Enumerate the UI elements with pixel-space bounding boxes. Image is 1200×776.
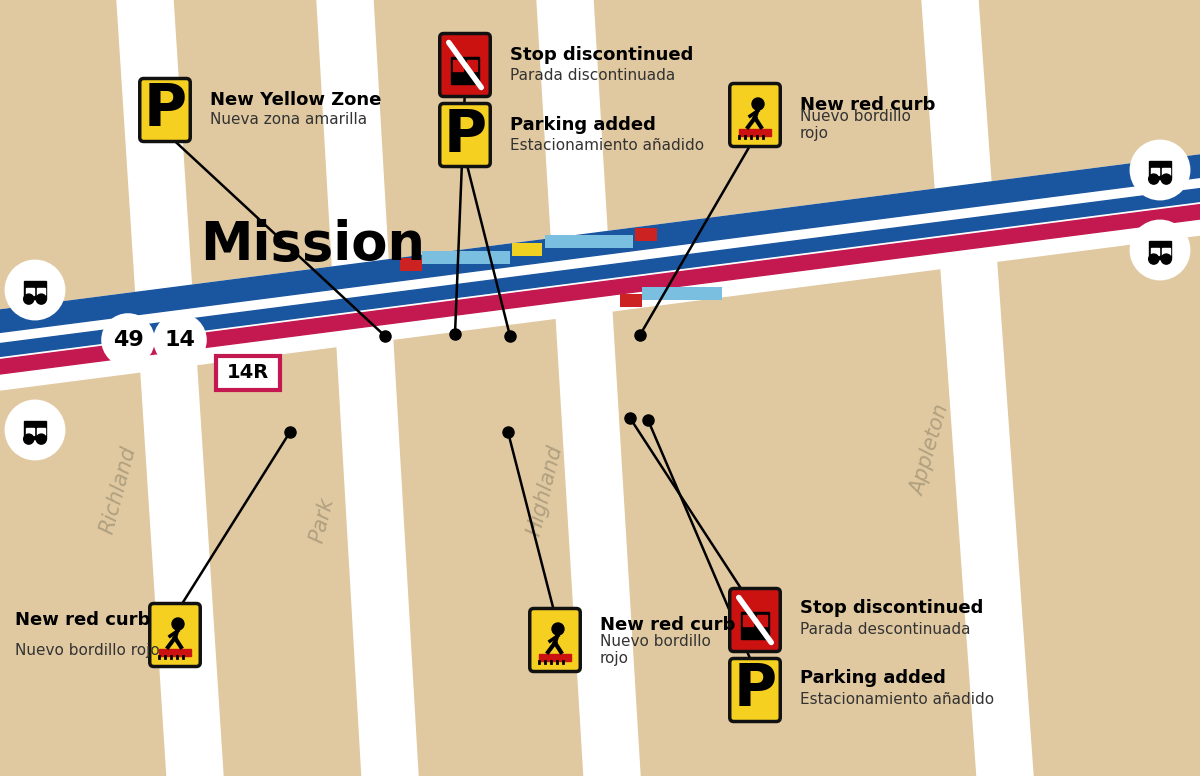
- Bar: [26, 428, 34, 435]
- Polygon shape: [0, 155, 1200, 332]
- Text: Appleton: Appleton: [907, 402, 953, 497]
- Circle shape: [36, 294, 47, 304]
- Bar: [742, 611, 769, 639]
- FancyBboxPatch shape: [529, 608, 581, 671]
- Text: Richland: Richland: [97, 444, 139, 536]
- Bar: [37, 288, 44, 296]
- Polygon shape: [0, 205, 1200, 374]
- Bar: [539, 653, 571, 660]
- Text: New red curb: New red curb: [14, 611, 150, 629]
- Polygon shape: [0, 189, 1200, 356]
- Circle shape: [172, 618, 184, 630]
- Polygon shape: [593, 0, 977, 776]
- Bar: [1148, 241, 1171, 259]
- FancyBboxPatch shape: [216, 356, 280, 390]
- Text: Nueva zona amarilla: Nueva zona amarilla: [210, 113, 367, 127]
- Bar: [454, 60, 463, 71]
- Text: Estacionamiento añadido: Estacionamiento añadido: [800, 692, 994, 708]
- Bar: [743, 615, 752, 625]
- Bar: [37, 428, 44, 435]
- Circle shape: [1162, 254, 1171, 264]
- Text: New red curb: New red curb: [600, 616, 736, 634]
- Bar: [158, 649, 191, 656]
- Bar: [400, 258, 422, 272]
- Bar: [1162, 168, 1170, 175]
- FancyBboxPatch shape: [730, 588, 780, 652]
- FancyBboxPatch shape: [730, 659, 780, 722]
- Polygon shape: [118, 0, 223, 776]
- Bar: [1148, 161, 1171, 179]
- Text: Parking added: Parking added: [800, 669, 946, 687]
- FancyBboxPatch shape: [439, 33, 491, 96]
- Bar: [757, 615, 767, 625]
- Polygon shape: [978, 0, 1200, 776]
- Polygon shape: [0, 0, 167, 776]
- Bar: [24, 421, 47, 439]
- Polygon shape: [538, 0, 640, 776]
- FancyBboxPatch shape: [139, 78, 191, 141]
- Bar: [512, 244, 542, 256]
- Text: Highland: Highland: [524, 442, 566, 538]
- Polygon shape: [317, 0, 418, 776]
- Circle shape: [156, 316, 204, 364]
- Text: 14R: 14R: [227, 363, 269, 383]
- Circle shape: [104, 316, 152, 364]
- Bar: [1151, 248, 1159, 255]
- Circle shape: [7, 402, 64, 458]
- Bar: [451, 57, 479, 85]
- Circle shape: [752, 98, 764, 110]
- Text: Stop discontinued: Stop discontinued: [800, 599, 983, 617]
- Polygon shape: [0, 155, 1200, 390]
- Bar: [635, 228, 658, 241]
- Text: P: P: [144, 81, 186, 138]
- Text: Park: Park: [307, 495, 337, 545]
- Text: 49: 49: [113, 330, 143, 350]
- Bar: [24, 281, 47, 299]
- Text: P: P: [444, 106, 486, 164]
- Bar: [26, 288, 34, 296]
- Bar: [739, 129, 772, 136]
- Bar: [422, 251, 510, 265]
- Text: Nuevo bordillo
rojo: Nuevo bordillo rojo: [800, 109, 911, 141]
- Text: New Yellow Zone: New Yellow Zone: [210, 91, 382, 109]
- Circle shape: [7, 262, 64, 318]
- Bar: [642, 287, 722, 300]
- Circle shape: [1132, 222, 1188, 278]
- Circle shape: [1148, 174, 1159, 184]
- Circle shape: [36, 434, 47, 444]
- Circle shape: [1148, 254, 1159, 264]
- Text: Nuevo bordillo rojo: Nuevo bordillo rojo: [14, 643, 160, 657]
- Circle shape: [1132, 142, 1188, 198]
- FancyBboxPatch shape: [150, 604, 200, 667]
- Circle shape: [1162, 174, 1171, 184]
- Bar: [620, 294, 642, 307]
- FancyBboxPatch shape: [439, 103, 491, 167]
- Text: 14: 14: [164, 330, 196, 350]
- Bar: [467, 60, 476, 71]
- FancyBboxPatch shape: [730, 84, 780, 147]
- Text: P: P: [733, 661, 776, 719]
- Text: Estacionamiento añadido: Estacionamiento añadido: [510, 137, 704, 153]
- Text: Nuevo bordillo
rojo: Nuevo bordillo rojo: [600, 634, 710, 667]
- Text: Parking added: Parking added: [510, 116, 656, 134]
- Polygon shape: [922, 0, 1033, 776]
- Bar: [545, 235, 634, 248]
- Polygon shape: [373, 0, 584, 776]
- Text: Parada descontinuada: Parada descontinuada: [800, 622, 971, 638]
- Bar: [1162, 248, 1170, 255]
- Text: Mission: Mission: [200, 219, 425, 271]
- Circle shape: [24, 434, 34, 444]
- Bar: [1151, 168, 1159, 175]
- Text: Parada discontinuada: Parada discontinuada: [510, 68, 676, 82]
- Text: Stop discontinued: Stop discontinued: [510, 46, 694, 64]
- Circle shape: [552, 623, 564, 635]
- Text: New red curb: New red curb: [800, 96, 935, 114]
- Polygon shape: [173, 0, 362, 776]
- Circle shape: [24, 294, 34, 304]
